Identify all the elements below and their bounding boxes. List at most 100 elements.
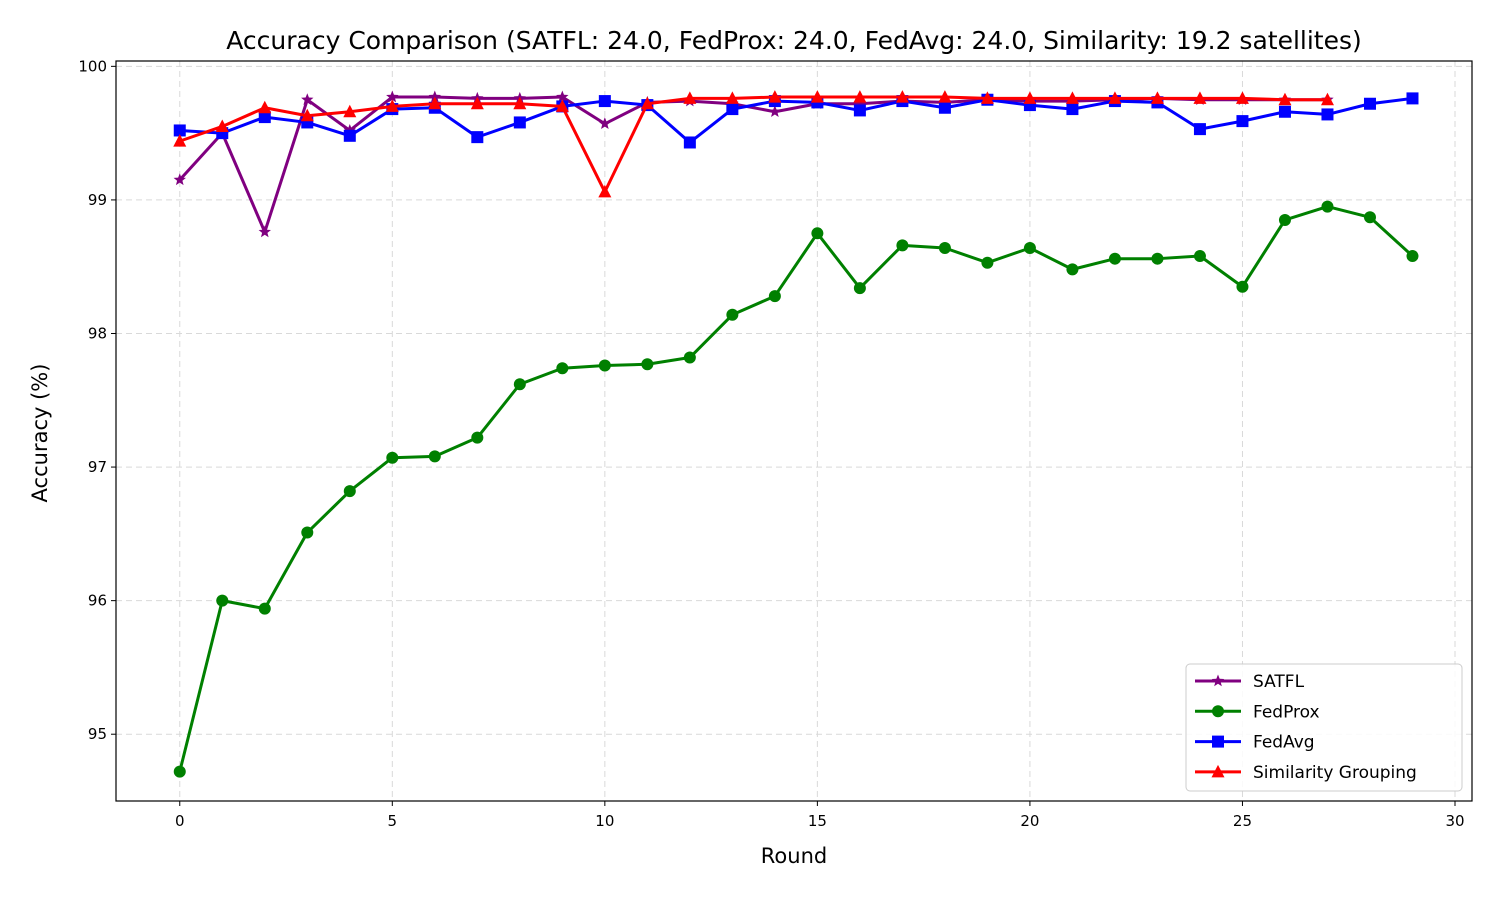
data-point-fedprox (598, 359, 611, 372)
data-point-fedavg (1236, 115, 1249, 128)
x-tick-label: 20 (1020, 812, 1039, 830)
data-point-similarity-grouping (1320, 92, 1334, 106)
data-point-fedprox (1193, 250, 1206, 263)
data-point-similarity-grouping (683, 91, 697, 104)
data-point-similarity-grouping (1150, 91, 1164, 104)
legend-marker (1211, 764, 1225, 778)
series-layer (173, 90, 1419, 778)
data-point-similarity-grouping (173, 134, 187, 147)
data-point-fedavg (1023, 99, 1036, 112)
data-point-satfl (258, 225, 271, 238)
data-point-similarity-grouping (640, 96, 654, 110)
data-point-satfl (301, 93, 314, 105)
chart-title: Accuracy Comparison (SATFL: 24.0, FedPro… (226, 26, 1362, 55)
data-point-fedavg (1406, 92, 1419, 105)
data-point-fedprox (896, 239, 909, 252)
data-point-fedprox (513, 378, 526, 391)
x-tick-label: 0 (175, 812, 185, 830)
data-point-fedavg (1321, 108, 1334, 121)
data-point-similarity-grouping (470, 96, 484, 110)
series-line-similarity-grouping (179, 95, 1328, 194)
data-point-fedprox (386, 451, 399, 464)
data-point-fedprox (556, 362, 569, 375)
data-point-satfl (173, 173, 186, 186)
data-point-fedprox (428, 450, 441, 463)
data-point-similarity-grouping (725, 91, 739, 104)
data-point-satfl (768, 105, 782, 118)
y-tick-label: 95 (88, 725, 107, 743)
data-point-fedprox (1321, 200, 1334, 213)
data-point-fedprox (301, 526, 314, 539)
data-point-fedprox (471, 431, 484, 444)
legend-marker (1211, 674, 1225, 687)
data-point-satfl (556, 90, 569, 103)
x-tick-label: 15 (808, 812, 827, 830)
data-point-similarity-grouping (598, 184, 612, 198)
data-point-similarity-grouping (895, 90, 909, 103)
data-point-fedprox (981, 256, 994, 269)
data-point-fedprox (938, 242, 951, 255)
data-point-fedavg (598, 95, 611, 108)
data-point-similarity-grouping (853, 90, 867, 103)
data-point-fedprox (1406, 250, 1419, 263)
series-similarity-grouping (173, 90, 1334, 198)
y-tick-label: 100 (78, 57, 107, 75)
x-tick-label: 5 (388, 812, 398, 830)
series-line-fedavg (179, 96, 1413, 144)
legend-item-fedprox: FedProx (1195, 702, 1320, 722)
y-tick-label: 96 (88, 592, 107, 610)
data-point-fedavg (683, 136, 696, 149)
data-point-similarity-grouping (810, 90, 824, 103)
series-line-fedprox (178, 205, 1414, 772)
data-point-fedprox (1151, 252, 1164, 265)
data-point-fedprox (853, 282, 866, 295)
data-point-similarity-grouping (1193, 91, 1207, 104)
data-point-similarity-grouping (938, 90, 952, 103)
data-point-fedavg (1363, 97, 1376, 110)
data-point-fedavg (513, 116, 526, 129)
data-point-fedavg (1278, 105, 1291, 118)
data-point-fedavg (938, 101, 951, 114)
data-point-fedprox (1066, 263, 1079, 276)
data-point-satfl (386, 90, 399, 103)
legend-marker (1212, 735, 1224, 748)
data-point-satfl (598, 117, 612, 130)
data-point-similarity-grouping (1065, 91, 1079, 104)
data-point-fedavg (343, 129, 356, 142)
x-tick-label: 25 (1233, 812, 1252, 830)
data-point-fedprox (173, 765, 186, 778)
data-point-similarity-grouping (300, 108, 314, 122)
data-point-fedavg (1066, 103, 1079, 116)
data-point-similarity-grouping (768, 90, 782, 103)
data-point-fedprox (726, 308, 739, 321)
data-point-similarity-grouping (343, 104, 357, 118)
legend-label: Similarity Grouping (1253, 763, 1417, 783)
data-point-similarity-grouping (1023, 91, 1037, 104)
legend-item-satfl: SATFL (1195, 672, 1305, 692)
data-point-similarity-grouping (258, 100, 272, 114)
data-point-similarity-grouping (385, 99, 399, 112)
data-point-fedprox (216, 594, 229, 607)
data-point-fedprox (768, 290, 781, 303)
legend-label: SATFL (1253, 672, 1305, 692)
data-point-similarity-grouping (1108, 91, 1122, 104)
legend: SATFL FedProx FedAvg Similarity Grouping (1185, 663, 1463, 792)
data-point-fedprox (1278, 213, 1291, 226)
data-point-fedprox (1023, 242, 1036, 255)
data-point-satfl (853, 97, 867, 109)
data-point-fedprox (1363, 211, 1376, 224)
data-point-fedprox (1236, 280, 1249, 293)
legend-box (1185, 663, 1463, 792)
grid-lines (116, 61, 1472, 801)
data-point-fedprox (343, 485, 356, 498)
data-point-similarity-grouping (1278, 92, 1292, 106)
axis-ticks: 0 5 10 15 20 25 30 95 96 97 98 99 100 (78, 57, 1464, 830)
x-tick-label: 10 (595, 812, 614, 830)
y-tick-label: 99 (88, 191, 107, 209)
data-point-fedprox (641, 358, 654, 371)
y-tick-label: 98 (88, 324, 107, 342)
data-point-similarity-grouping (215, 119, 229, 132)
legend-item-similarity-grouping: Similarity Grouping (1195, 763, 1417, 783)
data-point-fedavg (1193, 123, 1206, 136)
